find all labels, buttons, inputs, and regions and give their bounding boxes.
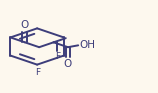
- Text: O: O: [21, 20, 29, 30]
- Text: F: F: [55, 52, 60, 61]
- Text: F: F: [35, 68, 40, 77]
- Text: OH: OH: [79, 40, 95, 50]
- Text: O: O: [64, 60, 72, 69]
